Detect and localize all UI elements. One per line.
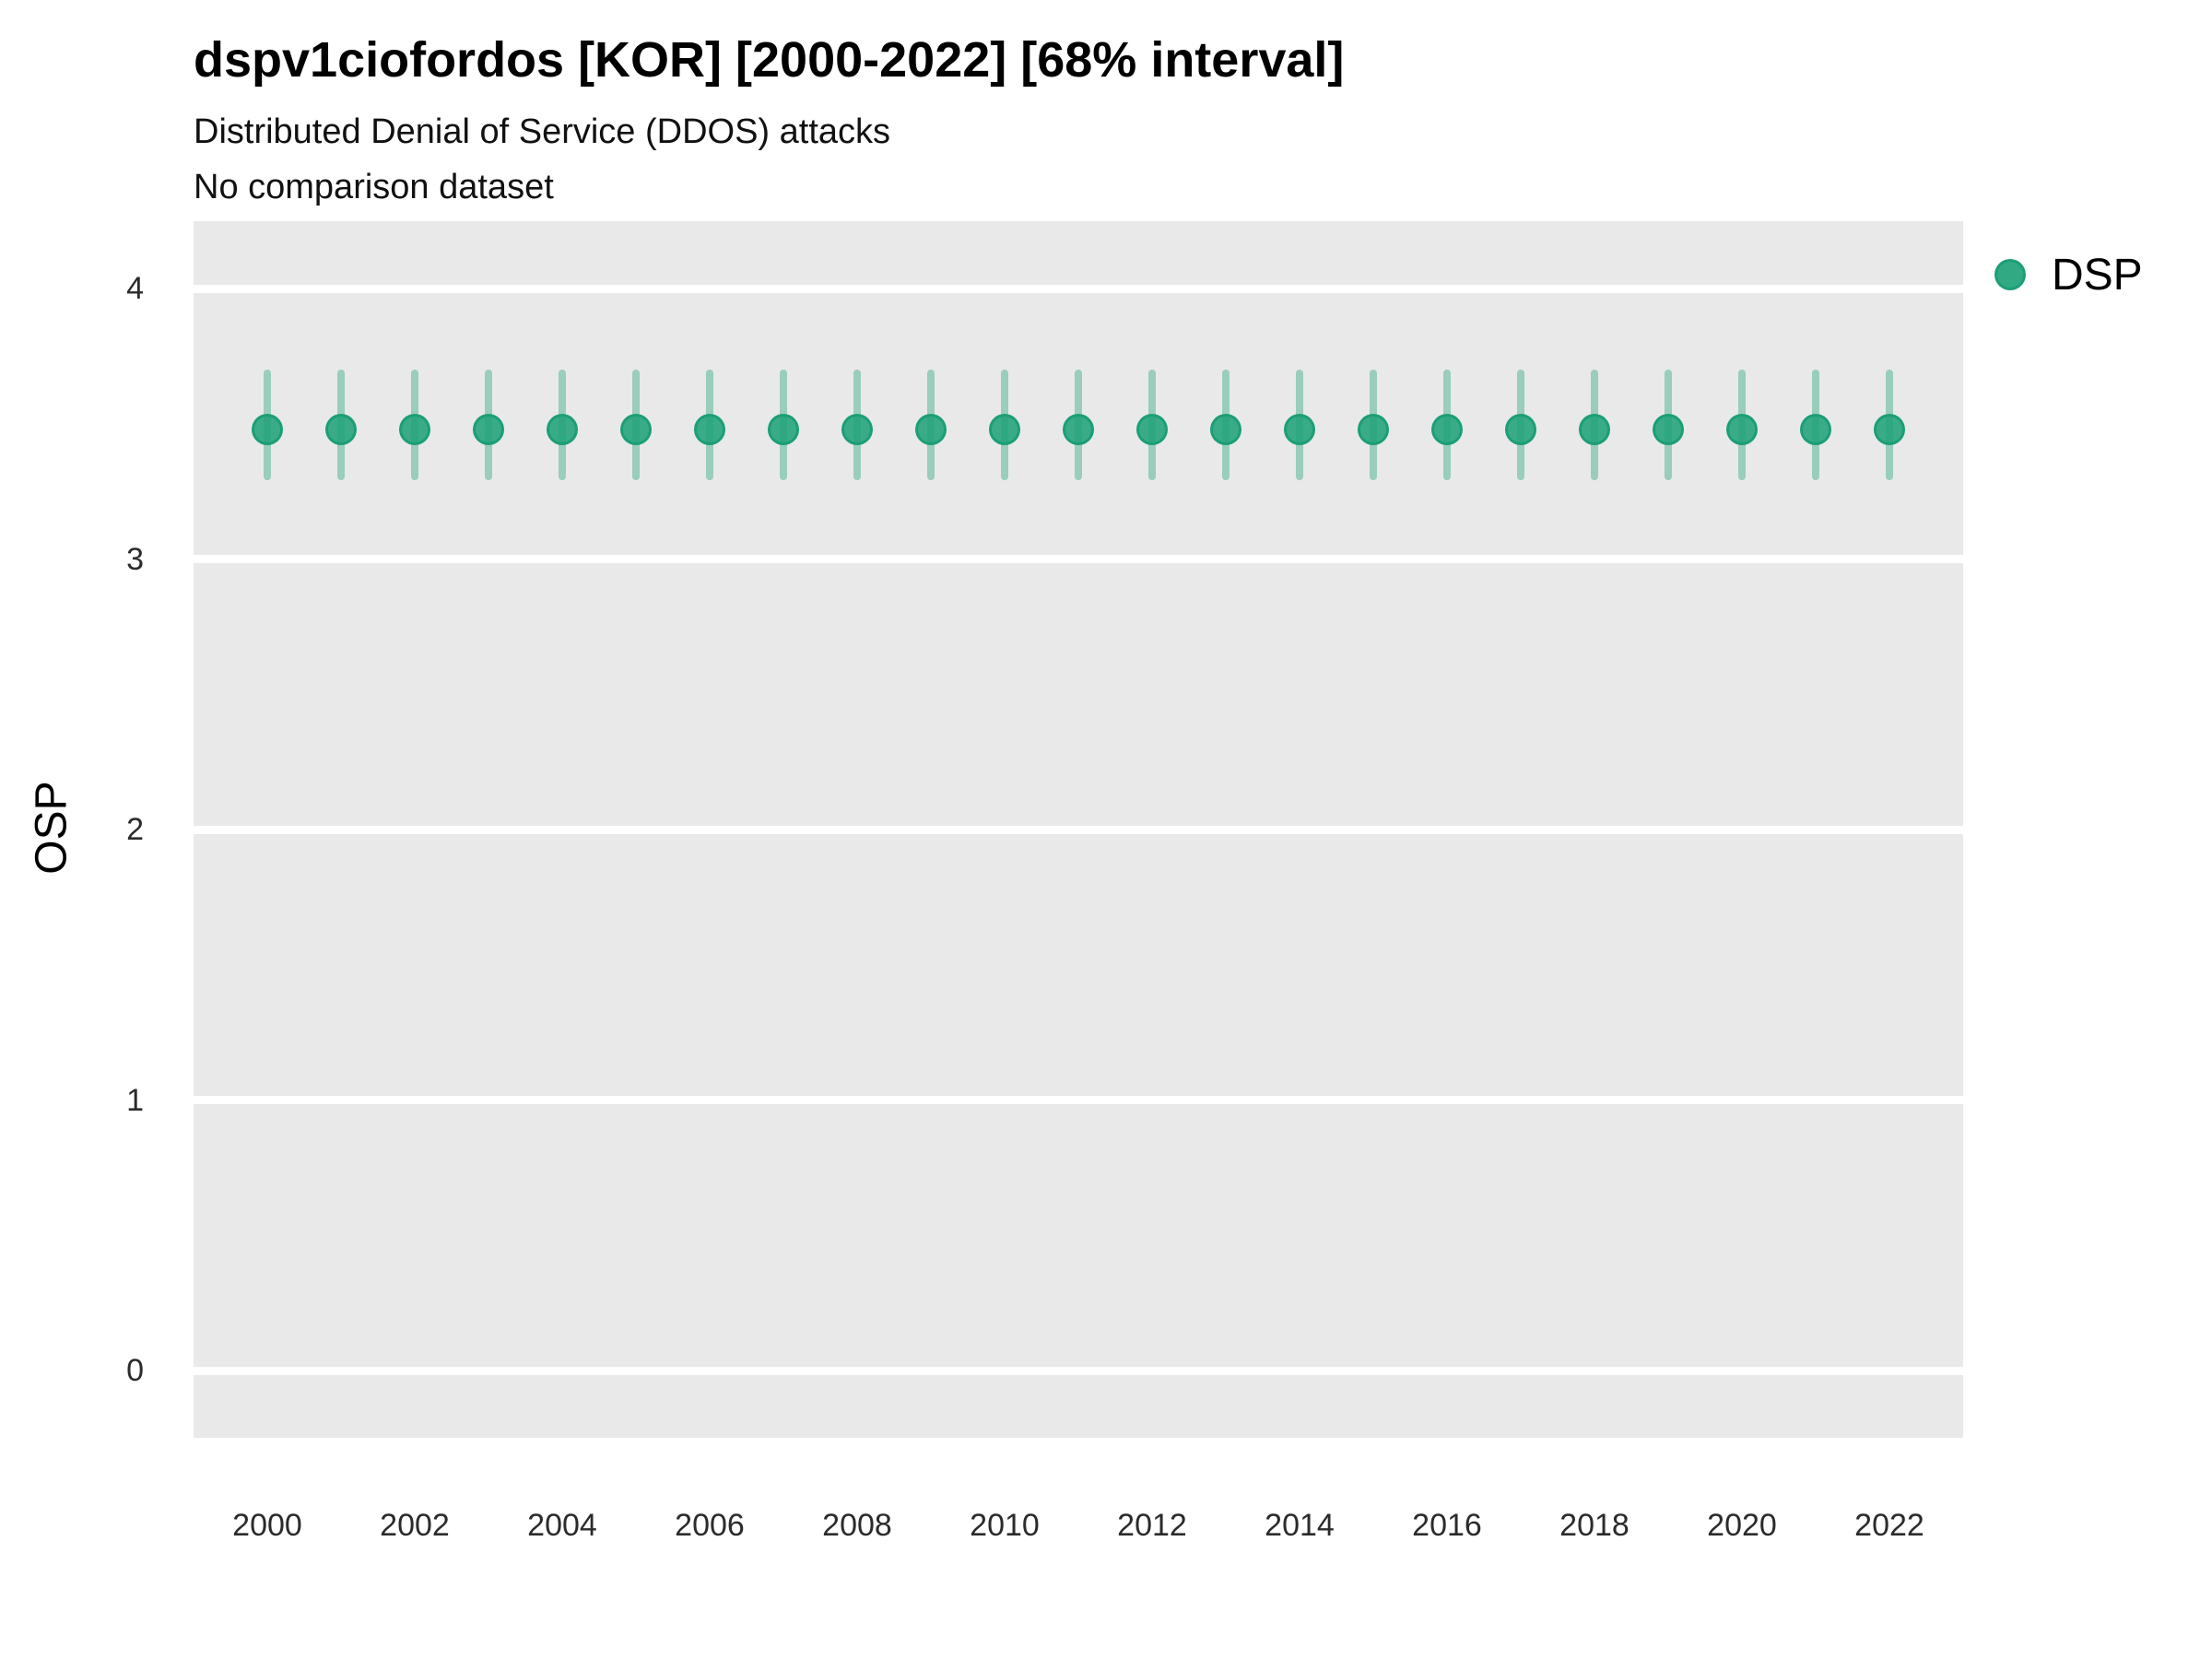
gridline-y-0 bbox=[194, 1366, 1963, 1375]
chart-subtitle: Distributed Denial of Service (DDOS) att… bbox=[194, 112, 891, 151]
point-dsp-2022 bbox=[1874, 413, 1905, 445]
legend-point-icon bbox=[1994, 259, 2026, 290]
point-dsp-2021 bbox=[1800, 413, 1831, 445]
y-tick-label-1: 1 bbox=[126, 1082, 144, 1118]
x-tick-label-2022: 2022 bbox=[1854, 1508, 1924, 1543]
gridline-y-3 bbox=[194, 555, 1963, 563]
point-dsp-2009 bbox=[915, 413, 947, 445]
point-dsp-2005 bbox=[620, 413, 652, 445]
y-axis-tick-labels: 4 3 2 1 0 bbox=[0, 221, 144, 1438]
x-tick-label-2006: 2006 bbox=[675, 1508, 745, 1543]
point-dsp-2019 bbox=[1653, 413, 1684, 445]
point-dsp-2002 bbox=[399, 413, 430, 445]
y-tick-label-0: 0 bbox=[126, 1353, 144, 1388]
comparison-note: No comparison dataset bbox=[194, 168, 554, 206]
chart-title: dspv1ciofordos [KOR] [2000-2022] [68% in… bbox=[194, 32, 1345, 88]
x-tick-label-2008: 2008 bbox=[822, 1508, 892, 1543]
point-dsp-2016 bbox=[1431, 413, 1463, 445]
x-tick-label-2004: 2004 bbox=[527, 1508, 597, 1543]
point-dsp-2007 bbox=[768, 413, 799, 445]
point-dsp-2008 bbox=[841, 413, 873, 445]
point-dsp-2003 bbox=[473, 413, 504, 445]
x-axis-tick-labels: 2000 2002 2004 2006 2008 2010 2012 2014 2016 2018… bbox=[194, 1502, 1963, 1558]
legend: DSP bbox=[1994, 247, 2143, 302]
x-tick-label-2010: 2010 bbox=[970, 1508, 1040, 1543]
x-tick-label-2014: 2014 bbox=[1265, 1508, 1335, 1543]
point-dsp-2018 bbox=[1579, 413, 1610, 445]
x-tick-label-2012: 2012 bbox=[1117, 1508, 1187, 1543]
plot-panel bbox=[194, 221, 1963, 1438]
x-tick-label-2018: 2018 bbox=[1559, 1508, 1630, 1543]
gridline-y-2 bbox=[194, 825, 1963, 834]
point-dsp-2020 bbox=[1726, 413, 1758, 445]
x-tick-label-2002: 2002 bbox=[380, 1508, 450, 1543]
point-dsp-2012 bbox=[1136, 413, 1168, 445]
point-dsp-2014 bbox=[1284, 413, 1315, 445]
point-dsp-2013 bbox=[1210, 413, 1241, 445]
y-axis-title: OSP bbox=[27, 781, 76, 875]
point-dsp-2001 bbox=[325, 413, 357, 445]
gridline-y-1 bbox=[194, 1096, 1963, 1104]
y-tick-label-2: 2 bbox=[126, 812, 144, 847]
y-tick-label-4: 4 bbox=[126, 271, 144, 306]
point-dsp-2000 bbox=[252, 413, 283, 445]
point-dsp-2006 bbox=[694, 413, 725, 445]
point-dsp-2015 bbox=[1358, 413, 1389, 445]
point-dsp-2017 bbox=[1505, 413, 1536, 445]
point-dsp-2011 bbox=[1063, 413, 1094, 445]
legend-label: DSP bbox=[2052, 250, 2143, 300]
point-dsp-2004 bbox=[547, 413, 578, 445]
x-tick-label-2000: 2000 bbox=[232, 1508, 302, 1543]
x-tick-label-2016: 2016 bbox=[1412, 1508, 1482, 1543]
x-tick-label-2020: 2020 bbox=[1707, 1508, 1777, 1543]
point-dsp-2010 bbox=[989, 413, 1020, 445]
y-tick-label-3: 3 bbox=[126, 541, 144, 577]
gridline-y-4 bbox=[194, 284, 1963, 293]
